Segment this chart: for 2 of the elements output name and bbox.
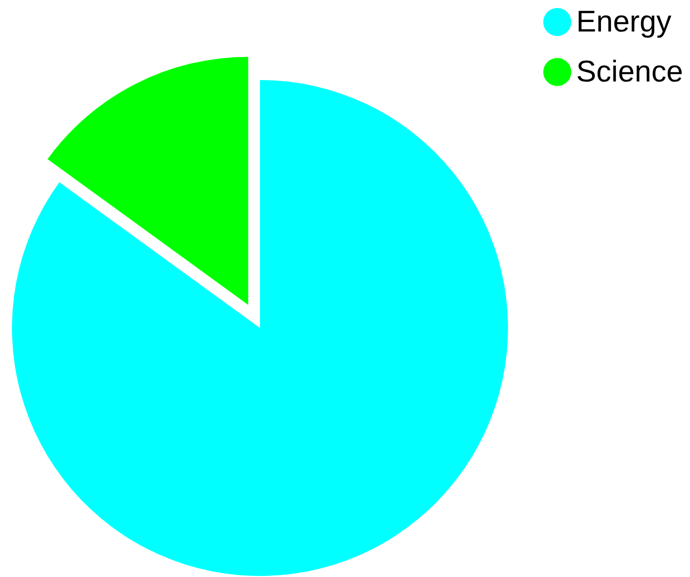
legend-label: Science [576,56,684,88]
legend-label: Energy [576,6,672,38]
